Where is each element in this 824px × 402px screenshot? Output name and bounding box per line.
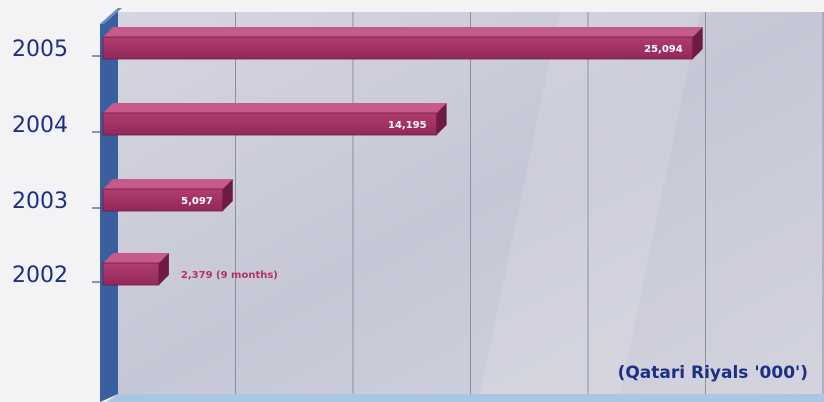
grid-lines [235, 12, 824, 394]
bar-value-label: 25,094 [644, 44, 683, 55]
bar-value-label: 2,379 (9 months) [181, 270, 278, 281]
category-label-2005: 2005 [12, 37, 68, 62]
bar-2002: 2,379 (9 months) [102, 253, 278, 286]
unit-label: (Qatari Riyals '000') [618, 363, 808, 383]
category-label-2002: 2002 [12, 263, 68, 288]
category-label-2003: 2003 [12, 189, 68, 214]
bars: 25,094 14,195 5,097 2,379 (9 months) [102, 27, 703, 286]
bar-value-label: 5,097 [181, 196, 213, 207]
bar-2003: 5,097 [102, 179, 233, 212]
bar-2004: 14,195 [102, 103, 447, 136]
bar-2005: 25,094 [102, 27, 703, 60]
bar-value-label: 14,195 [388, 120, 427, 131]
category-labels: 2005 2004 2003 2002 [12, 37, 100, 288]
category-label-2004: 2004 [12, 113, 68, 138]
